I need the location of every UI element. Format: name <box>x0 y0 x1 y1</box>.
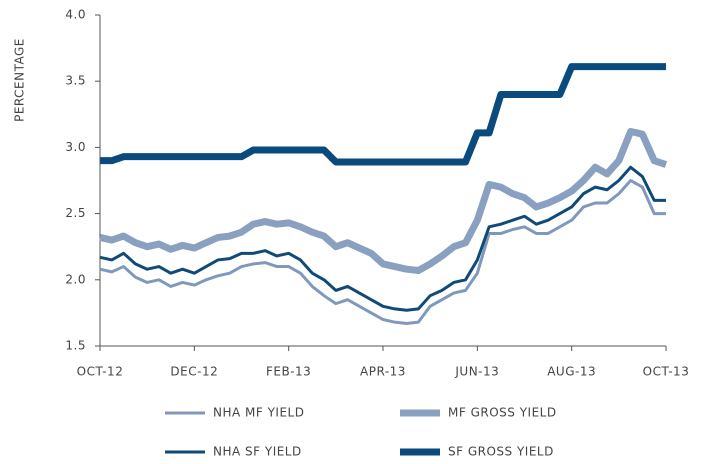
x-tick-label: OCT-12 <box>77 365 124 379</box>
series-line <box>99 128 668 275</box>
series-line <box>99 179 666 325</box>
legend-label: NHA SF YIELD <box>213 445 302 459</box>
y-tick-label: 2.0 <box>65 272 86 286</box>
series-line <box>99 165 666 312</box>
x-tick-label: OCT-13 <box>643 365 690 379</box>
x-tick-label: JUN-13 <box>454 365 499 379</box>
legend-label: MF GROSS YIELD <box>448 406 557 420</box>
y-tick-label: 1.5 <box>65 339 86 353</box>
y-tick-label: 4.0 <box>65 8 86 22</box>
legend-label: SF GROSS YIELD <box>448 445 554 459</box>
x-tick-label: DEC-12 <box>170 365 218 379</box>
y-axis-label: PERCENTAGE <box>13 38 27 122</box>
series-line <box>100 63 666 166</box>
x-tick-label: APR-13 <box>360 365 406 379</box>
y-tick-label: 3.5 <box>65 74 86 88</box>
x-tick-label: AUG-13 <box>547 365 596 379</box>
y-tick-label: 3.0 <box>65 140 86 154</box>
x-tick-label: FEB-13 <box>266 365 311 379</box>
legend-label: NHA MF YIELD <box>213 406 304 420</box>
y-tick-label: 2.5 <box>65 206 86 220</box>
